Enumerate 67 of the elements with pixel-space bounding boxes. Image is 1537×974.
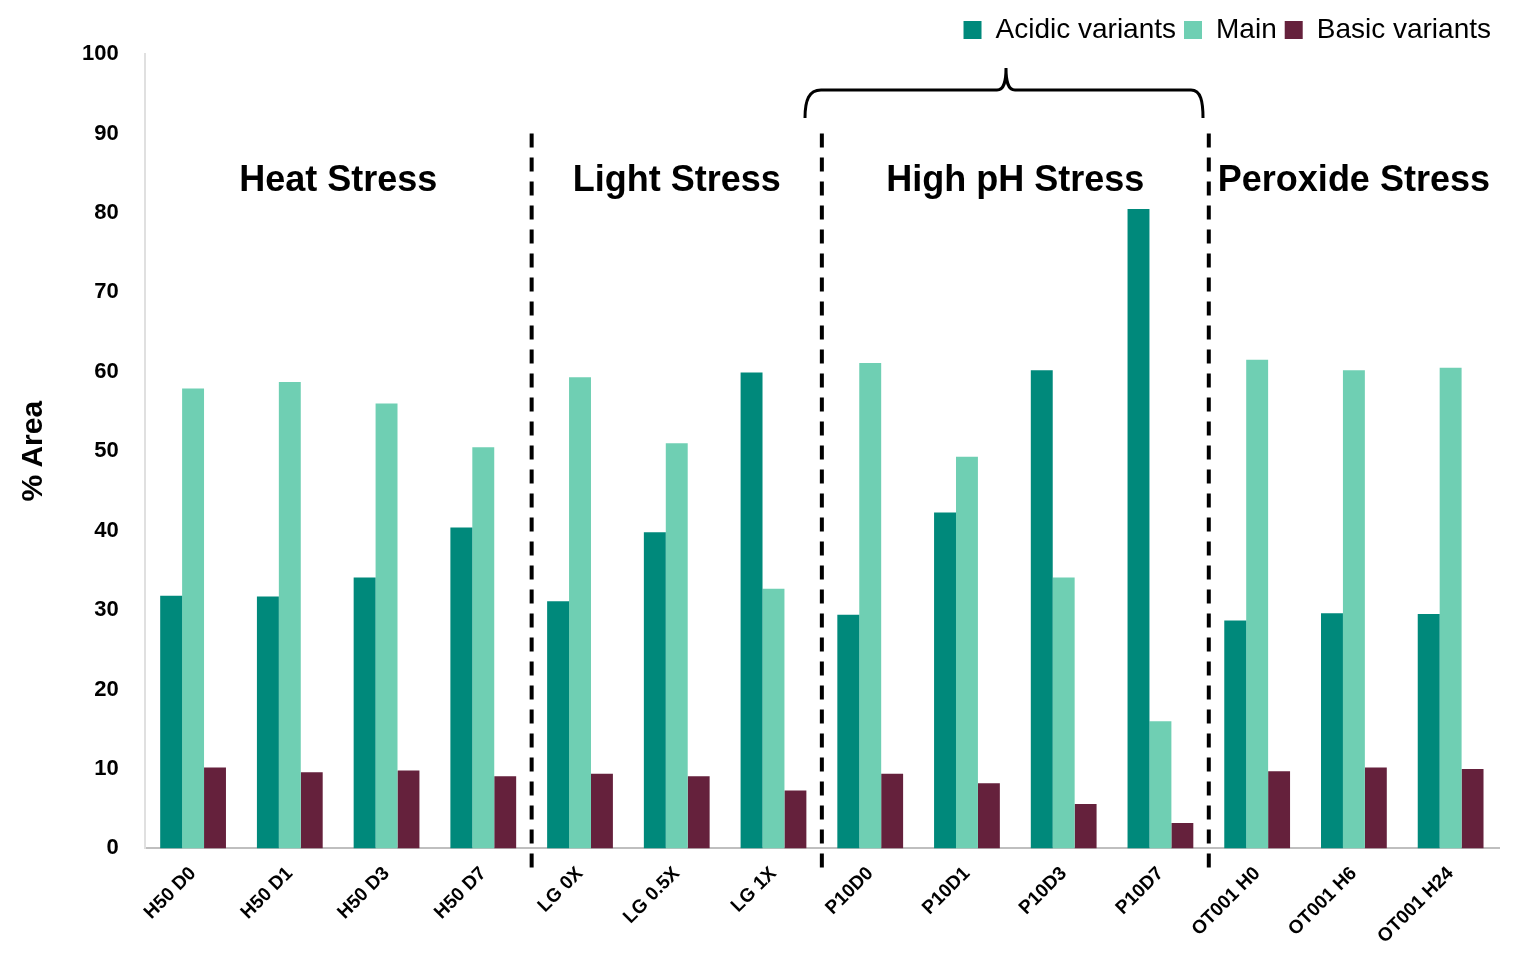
bar xyxy=(1149,721,1172,849)
y-tick-label: 20 xyxy=(94,675,119,701)
y-tick-label: 50 xyxy=(94,437,119,463)
y-tick-label: 80 xyxy=(94,198,119,224)
bar xyxy=(837,614,860,849)
bar xyxy=(256,596,279,849)
bar xyxy=(182,388,205,849)
bar xyxy=(1171,823,1194,849)
bar xyxy=(1127,208,1150,849)
x-tick-label: H50 D0 xyxy=(139,862,200,923)
bar xyxy=(665,443,688,849)
x-tick-label: H50 D3 xyxy=(332,862,394,923)
bar xyxy=(1246,359,1269,849)
x-tick-label: LG 1X xyxy=(726,861,781,916)
x-tick-label: H50 D7 xyxy=(429,862,490,923)
legend-label: Basic variants xyxy=(1316,12,1492,44)
bar xyxy=(762,588,785,849)
x-tick-label: LG 0X xyxy=(532,861,587,916)
bar xyxy=(934,512,956,849)
y-tick-label: 100 xyxy=(81,40,119,66)
bar xyxy=(1417,614,1440,849)
y-axis-title: % Area xyxy=(15,400,49,502)
bar xyxy=(353,577,376,849)
y-tick-label: 40 xyxy=(94,516,119,542)
bar xyxy=(547,601,570,849)
bar xyxy=(494,776,517,849)
annotation: High pH Stress xyxy=(886,158,1145,200)
bar xyxy=(204,767,226,849)
annotation: Heat Stress xyxy=(239,158,438,200)
bar xyxy=(687,776,710,849)
bar xyxy=(1074,803,1097,849)
bar xyxy=(955,456,978,849)
y-tick-label: 10 xyxy=(94,755,119,781)
y-tick-label: 0 xyxy=(106,834,119,860)
bar xyxy=(1364,767,1387,849)
y-tick-label: 30 xyxy=(94,596,119,622)
bar xyxy=(472,447,495,849)
bar xyxy=(397,770,420,849)
y-tick-label: 90 xyxy=(94,119,119,145)
bar xyxy=(784,790,807,849)
bar xyxy=(450,527,473,849)
bar xyxy=(278,382,301,849)
bar xyxy=(1268,771,1291,849)
annotation: Light Stress xyxy=(572,158,781,200)
bar xyxy=(859,363,882,849)
y-tick-label: 60 xyxy=(94,357,119,383)
bar xyxy=(1321,613,1343,849)
bar xyxy=(643,532,666,849)
bar xyxy=(590,773,613,849)
bar xyxy=(569,377,591,849)
bar xyxy=(977,783,1000,849)
bar xyxy=(740,372,763,849)
bar xyxy=(1052,577,1075,849)
bar xyxy=(160,595,183,849)
bar xyxy=(375,403,398,849)
bar xyxy=(881,773,904,849)
bar xyxy=(1030,370,1053,849)
legend-label: Acidic variants xyxy=(995,12,1177,44)
bar xyxy=(1342,370,1365,849)
bar xyxy=(1461,768,1484,849)
bar xyxy=(1224,620,1247,849)
bar xyxy=(300,772,323,849)
annotation: Peroxide Stress xyxy=(1217,158,1490,200)
bar xyxy=(1439,367,1462,849)
y-tick-label: 70 xyxy=(94,278,119,304)
legend-label: Main xyxy=(1216,12,1277,44)
x-tick-label: H50 D1 xyxy=(235,861,297,923)
